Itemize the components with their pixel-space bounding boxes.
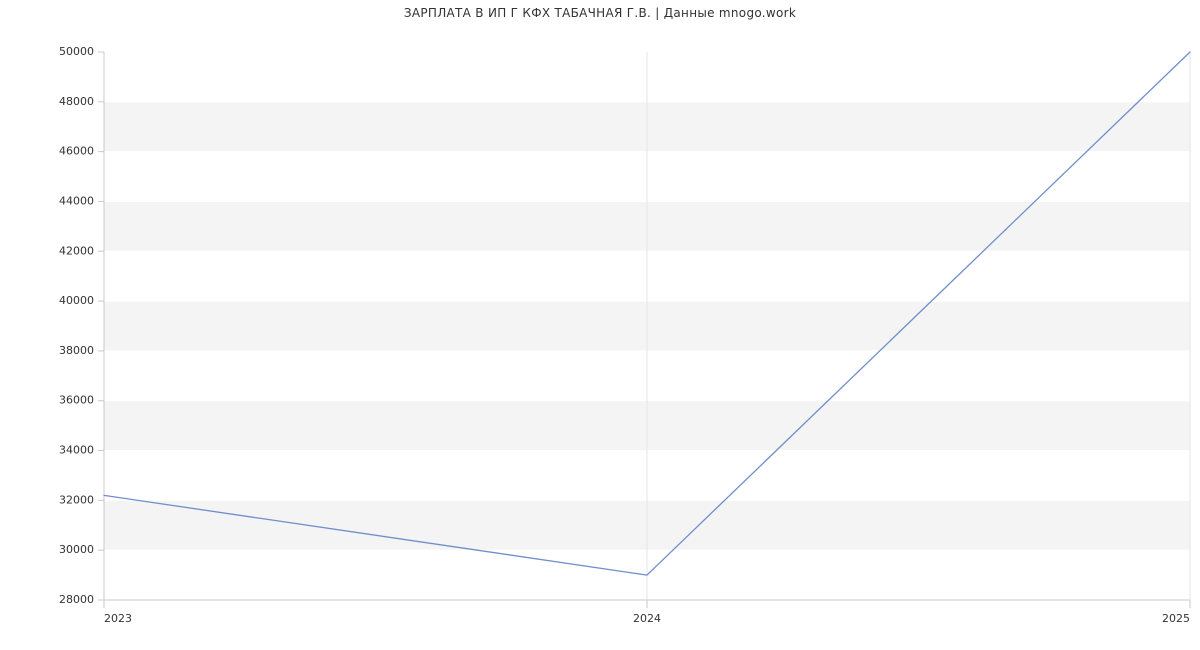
y-tick-label: 34000 xyxy=(59,444,94,457)
y-tick-label: 36000 xyxy=(59,394,94,407)
y-tick-label: 44000 xyxy=(59,194,94,207)
y-tick-label: 50000 xyxy=(59,45,94,58)
x-tick-label: 2024 xyxy=(633,612,661,625)
x-tick-label: 2025 xyxy=(1162,612,1190,625)
y-tick-label: 30000 xyxy=(59,543,94,556)
salary-line-chart: ЗАРПЛАТА В ИП Г КФХ ТАБАЧНАЯ Г.В. | Данн… xyxy=(0,0,1200,650)
y-tick-label: 38000 xyxy=(59,344,94,357)
plot-area: 28000 30000 32000 34000 36000 38000 40000 42000… xyxy=(59,45,1190,625)
chart-title: ЗАРПЛАТА В ИП Г КФХ ТАБАЧНАЯ Г.В. | Данн… xyxy=(0,6,1200,20)
y-tick-label: 48000 xyxy=(59,95,94,108)
x-tick-label: 2023 xyxy=(104,612,132,625)
y-tick-label: 46000 xyxy=(59,145,94,158)
y-tick-label: 42000 xyxy=(59,244,94,257)
chart-svg: 28000 30000 32000 34000 36000 38000 40000 42000… xyxy=(0,0,1200,650)
y-tick-label: 40000 xyxy=(59,294,94,307)
y-tick-label: 28000 xyxy=(59,593,94,606)
y-tick-label: 32000 xyxy=(59,493,94,506)
